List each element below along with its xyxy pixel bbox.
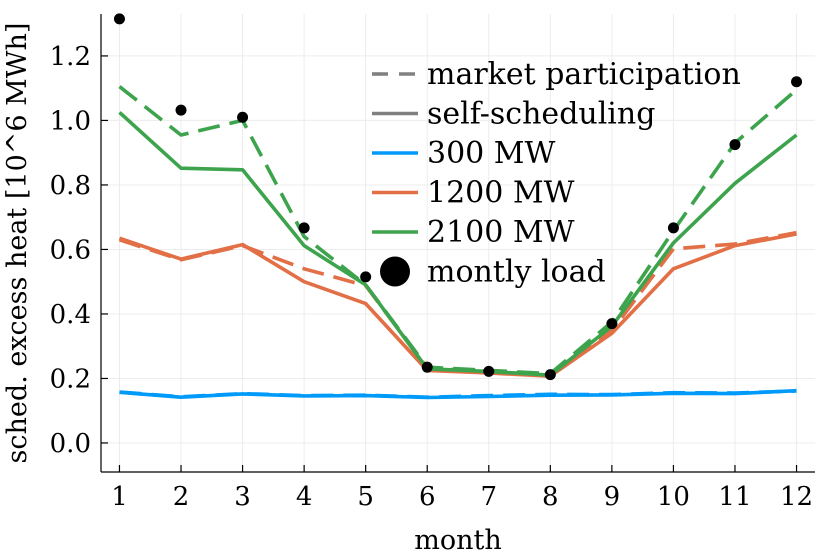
legend-label-2100-mw: 2100 MW: [427, 215, 575, 250]
y-tick-label: 0.4: [50, 300, 91, 330]
y-tick-label: 0.2: [50, 364, 91, 394]
load-marker: [360, 271, 372, 283]
legend-label-300-mw: 300 MW: [427, 136, 556, 171]
load-marker: [298, 222, 310, 234]
series-line-2100-mw-dashed: [118, 85, 798, 376]
series-line-300-mw-dashed: [119, 389, 797, 400]
x-tick-label: 11: [718, 482, 751, 512]
legend-label-1200-mw: 1200 MW: [427, 176, 575, 211]
legend-label-montly-load: montly load: [427, 255, 606, 290]
series: [113, 13, 803, 400]
x-tick-label: 10: [657, 482, 690, 512]
x-tick-label: 3: [234, 482, 251, 512]
x-tick-label: 9: [604, 482, 621, 512]
x-tick-label: 8: [542, 482, 559, 512]
y-tick-label: 0.6: [50, 235, 91, 265]
load-marker: [113, 13, 125, 25]
y-axis-label: sched. excess heat [10^6 MWh]: [2, 23, 33, 464]
x-tick-label: 12: [780, 482, 813, 512]
load-marker: [421, 361, 433, 373]
x-tick-label: 6: [419, 482, 436, 512]
legend-label-market-participation: market participation: [427, 57, 741, 92]
y-tick-label: 1.0: [50, 106, 91, 136]
y-tick-label: 1.2: [50, 42, 91, 72]
legend-label-self-scheduling: self-scheduling: [427, 97, 655, 132]
x-tick-label: 1: [111, 482, 128, 512]
legend: market participation self-scheduling 300 M…: [372, 57, 741, 290]
x-axis-label: month: [414, 525, 502, 554]
load-marker: [791, 76, 803, 88]
load-marker: [237, 111, 249, 123]
load-marker: [483, 365, 495, 377]
y-tick-label: 0.0: [50, 429, 91, 459]
load-marker: [175, 104, 187, 116]
legend-marker-montly-load: [380, 256, 410, 287]
load-marker: [544, 369, 556, 381]
load-marker: [667, 222, 679, 234]
x-tick-label: 2: [173, 482, 190, 512]
grid: [101, 14, 815, 472]
load-marker: [606, 318, 618, 330]
y-tick-label: 0.8: [50, 171, 91, 201]
x-tick-label: 5: [357, 482, 374, 512]
load-marker: [729, 139, 741, 151]
x-tick-label: 7: [481, 482, 498, 512]
axes: 1 2 3 4 5 6 7 8 9 10 11 120.00.20.40.60.81.01.2: [50, 14, 815, 512]
x-tick-label: 4: [296, 482, 313, 512]
